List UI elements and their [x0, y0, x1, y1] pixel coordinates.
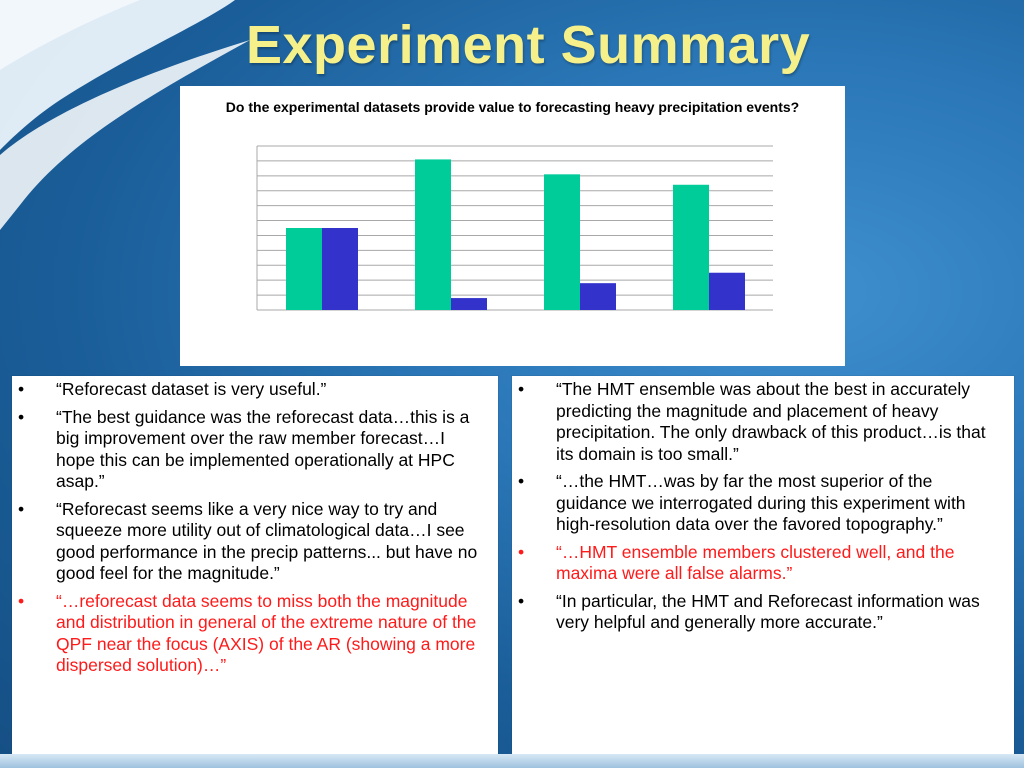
bar-series-2-group-3 — [580, 283, 616, 310]
bar-series-1-group-1 — [286, 228, 322, 310]
bar-series-2-group-4 — [709, 272, 745, 310]
quote-item: • “The HMT ensemble was about the best in… — [512, 379, 1002, 465]
left-quotes-box: • “Reforecast dataset is very useful.” • “T… — [12, 376, 498, 761]
quote-text: “In particular, the HMT and Reforecast i… — [556, 590, 980, 633]
bottom-strip — [0, 754, 1024, 768]
bar-series-1-group-2 — [415, 159, 451, 310]
bullet-icon: • — [518, 379, 525, 399]
bar-series-1-group-3 — [544, 174, 580, 310]
decorative-swoosh — [0, 0, 250, 230]
bullet-icon: • — [18, 406, 25, 427]
bullet-icon: • — [18, 379, 25, 399]
quote-text: “The best guidance was the reforecast da… — [56, 406, 470, 492]
quote-item: • “Reforecast dataset is very useful.” — [12, 379, 488, 401]
bar-series-2-group-2 — [451, 298, 487, 310]
quote-text: “…reforecast data seems to miss both the… — [56, 590, 477, 676]
slide-title: Experiment Summary — [246, 15, 811, 75]
right-quotes-box: • “The HMT ensemble was about the best in… — [512, 376, 1014, 761]
chart-title: Do the experimental datasets provide val… — [225, 99, 800, 115]
bullet-icon: • — [518, 471, 525, 491]
bar-series-2-group-1 — [322, 228, 358, 310]
quote-text: “Reforecast seems like a very nice way t… — [56, 498, 478, 584]
quote-item: • “In particular, the HMT and Reforecast … — [512, 591, 1002, 634]
quote-item: • “The best guidance was the reforecast d… — [12, 407, 488, 493]
bullet-icon: • — [18, 590, 25, 611]
right-quote-list: • “The HMT ensemble was about the best in… — [512, 376, 1014, 634]
chart-panel: Do the experimental datasets provide val… — [180, 86, 845, 366]
quote-item: • “…reforecast data seems to miss both th… — [12, 591, 488, 677]
bar-chart — [256, 145, 773, 311]
bar-series-1-group-4 — [673, 184, 709, 310]
quote-item: • “…HMT ensemble members clustered well, … — [512, 542, 1002, 585]
bullet-icon: • — [518, 590, 525, 611]
quote-text: “…the HMT…was by far the most superior o… — [556, 471, 966, 534]
quote-item: • “…the HMT…was by far the most superior … — [512, 471, 1002, 536]
bullet-icon: • — [518, 541, 525, 562]
quote-item: • “Reforecast seems like a very nice way … — [12, 499, 488, 585]
quote-text: “…HMT ensemble members clustered well, a… — [556, 541, 955, 584]
quote-text: “The HMT ensemble was about the best in … — [556, 379, 986, 464]
left-quote-list: • “Reforecast dataset is very useful.” • “T… — [12, 376, 498, 677]
quote-text: “Reforecast dataset is very useful.” — [56, 379, 327, 399]
bullet-icon: • — [18, 498, 25, 519]
